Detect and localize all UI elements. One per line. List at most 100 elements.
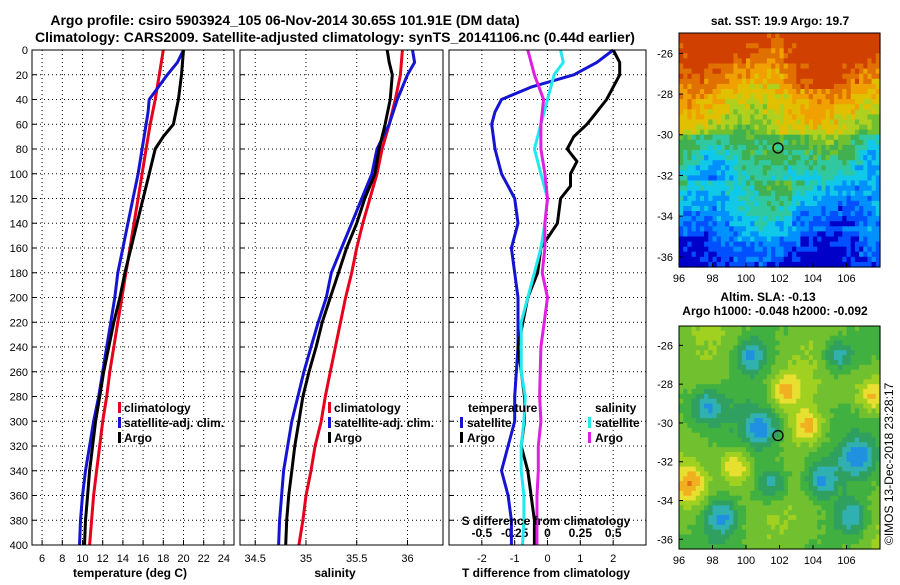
map-cell	[762, 476, 768, 482]
map-cell	[875, 466, 881, 472]
map-cell	[762, 447, 768, 453]
map-cell	[704, 403, 709, 409]
map-cell	[787, 403, 793, 409]
map-cell	[716, 481, 722, 487]
map-cell	[712, 190, 718, 197]
map-cell	[754, 398, 760, 405]
map-cell	[712, 355, 718, 361]
map-cell	[808, 364, 814, 371]
map-cell	[737, 432, 743, 439]
map-cell	[838, 471, 843, 477]
map-cell	[746, 94, 751, 100]
map-cell	[720, 165, 726, 171]
map-cell	[787, 534, 793, 540]
map-cell	[704, 216, 709, 222]
map-cell	[875, 119, 881, 126]
map-cell	[683, 170, 688, 176]
map-cell	[875, 364, 881, 371]
map-cell	[779, 456, 785, 463]
map-cell	[808, 124, 814, 131]
map-cell	[846, 515, 852, 521]
map-cell	[842, 114, 848, 121]
map-cell	[796, 89, 802, 95]
map-cell	[813, 109, 818, 115]
map-cell	[712, 345, 718, 351]
map-cell	[695, 216, 701, 222]
map-cell	[871, 456, 877, 463]
map-cell	[737, 326, 743, 332]
map-cell	[871, 180, 877, 187]
map-cell	[758, 200, 764, 207]
map-cell	[846, 437, 852, 443]
map-cell	[741, 109, 747, 115]
map-cell	[804, 486, 810, 492]
map-cell	[821, 505, 827, 511]
map-cell	[687, 109, 693, 115]
map-cell	[808, 519, 814, 526]
map-cell	[833, 432, 839, 439]
map-cell	[762, 359, 768, 366]
map-cell	[813, 359, 818, 366]
map-cell	[859, 114, 864, 121]
map-cell	[783, 89, 789, 95]
map-cell	[695, 393, 701, 400]
map-cell	[708, 432, 714, 439]
map-cell	[758, 170, 764, 176]
map-cell	[867, 389, 873, 395]
map-cell	[779, 139, 785, 146]
map-cell	[687, 124, 693, 131]
map-cell	[850, 236, 856, 243]
map-cell	[708, 510, 714, 516]
map-cell	[871, 48, 877, 54]
map-cell	[846, 231, 852, 238]
map-cell	[712, 500, 718, 506]
map-cell	[679, 486, 684, 492]
map-cell	[712, 43, 718, 49]
map-cell	[804, 427, 810, 434]
map-cell	[871, 471, 877, 477]
map-cell	[737, 241, 743, 248]
map-cell	[796, 261, 802, 268]
map-cell	[691, 374, 697, 380]
map-cell	[871, 481, 877, 487]
map-cell	[850, 471, 856, 477]
map-cell	[859, 165, 864, 171]
map-cell	[863, 476, 869, 482]
map-cell	[679, 539, 684, 545]
map-cell	[683, 185, 688, 192]
map-cell	[712, 104, 718, 110]
map-cell	[733, 544, 739, 550]
map-cell	[746, 335, 751, 342]
map-cell	[779, 374, 785, 380]
map-cell	[691, 524, 697, 531]
legend-label-climatology: climatology	[334, 401, 401, 415]
map-cell	[842, 335, 848, 342]
map-cell	[779, 408, 785, 414]
map-cell	[863, 226, 869, 232]
map-cell	[720, 534, 726, 540]
map-cell	[687, 384, 693, 390]
map-cell	[695, 524, 701, 531]
map-cell	[850, 456, 856, 463]
map-cell	[679, 226, 684, 232]
map-cell	[741, 369, 747, 375]
map-cell	[796, 226, 802, 232]
map-cell	[746, 124, 751, 131]
map-cell	[838, 119, 843, 126]
map-cell	[741, 471, 747, 477]
map-cell	[846, 345, 852, 351]
map-cell	[817, 251, 822, 258]
map-cell	[691, 180, 697, 187]
map-cell	[813, 515, 818, 521]
map-cell	[775, 519, 781, 526]
map-y-tick-label: -36	[657, 534, 673, 546]
map-cell	[729, 355, 735, 361]
map-cell	[779, 432, 785, 439]
map-cell	[833, 144, 839, 151]
map-cell	[712, 129, 718, 136]
map-cell	[733, 216, 739, 222]
map-cell	[687, 195, 693, 202]
map-cell	[679, 73, 684, 80]
map-cell	[825, 48, 831, 54]
map-cell	[829, 78, 835, 85]
